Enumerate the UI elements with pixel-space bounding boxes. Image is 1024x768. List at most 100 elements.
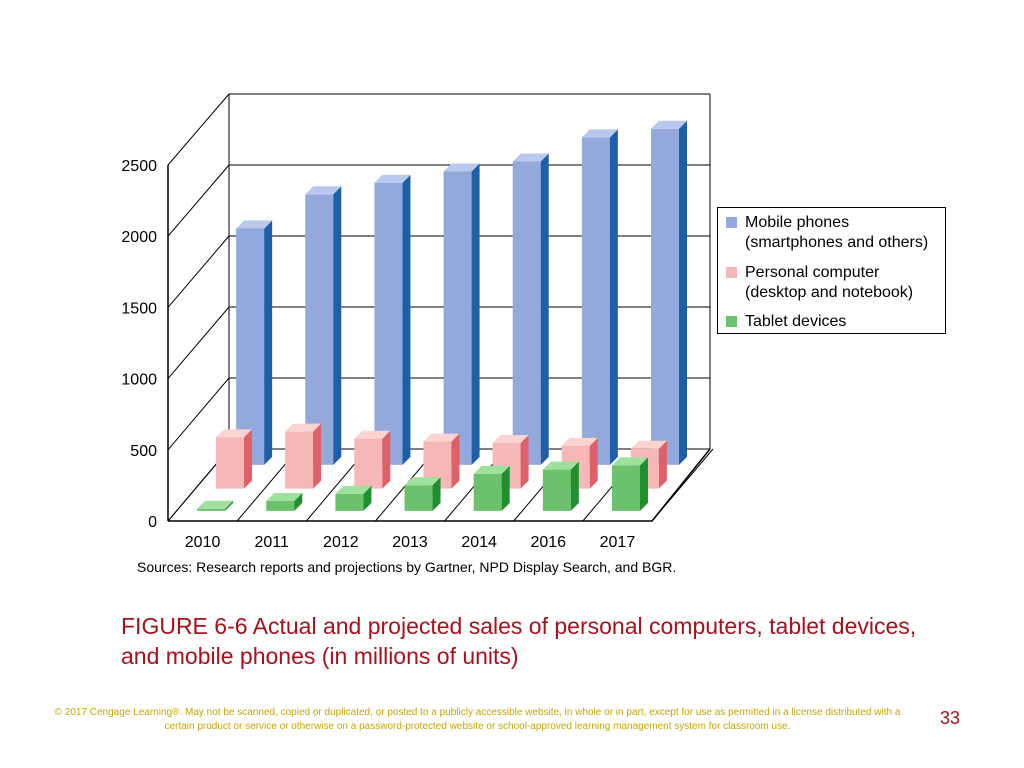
chart-legend: Mobile phones (smartphones and others) P… bbox=[717, 207, 946, 334]
bar-tablet bbox=[266, 492, 303, 511]
bar-mobile-side bbox=[264, 220, 273, 465]
bar-pc-front bbox=[354, 438, 383, 489]
x-tick-label: 2014 bbox=[461, 534, 497, 551]
bar-pc-top bbox=[561, 437, 598, 446]
bar-pc-top bbox=[216, 429, 253, 438]
y-tick-label: 1500 bbox=[121, 300, 157, 317]
page-number: 33 bbox=[940, 708, 961, 728]
bar-tablet bbox=[542, 461, 579, 511]
bar-tablet-front bbox=[542, 469, 571, 511]
bar-tablet-front bbox=[473, 473, 502, 511]
bar-mobile-top bbox=[305, 186, 342, 195]
bar-mobile-side bbox=[679, 120, 688, 465]
bar-pc-side bbox=[520, 435, 529, 489]
bar-mobile-front bbox=[443, 171, 472, 465]
legend-swatch-tablet bbox=[726, 316, 737, 327]
bar-tablet bbox=[335, 485, 372, 511]
bar-mobile-top bbox=[512, 153, 549, 162]
bar-tablet-top bbox=[542, 461, 579, 470]
bar-mobile bbox=[512, 153, 549, 465]
bar-mobile-front bbox=[581, 137, 610, 465]
legend-swatch-mobile bbox=[726, 217, 737, 228]
bar-tablet bbox=[404, 477, 441, 511]
y-axis-ticks: 0 500 1000 1500 2000 2500 bbox=[121, 158, 157, 531]
bar-tablet-top bbox=[404, 477, 441, 486]
bar-mobile-side bbox=[402, 174, 411, 465]
x-tick-label: 2010 bbox=[185, 534, 221, 551]
legend-swatch-pc bbox=[726, 267, 737, 278]
bar-pc bbox=[216, 429, 253, 489]
legend-label-pc-1: Personal computer bbox=[745, 264, 880, 281]
bar-tablet-side bbox=[639, 457, 648, 511]
bar-mobile bbox=[651, 120, 688, 465]
bar-tablet-side bbox=[501, 465, 510, 511]
bar-pc-side bbox=[451, 433, 460, 489]
bar-tablet bbox=[611, 457, 648, 511]
bar-mobile-front bbox=[236, 228, 265, 465]
bar-tablet-side bbox=[225, 500, 234, 511]
figure-caption: FIGURE 6-6 Actual and projected sales of… bbox=[121, 613, 917, 669]
bar-tablet bbox=[197, 500, 234, 511]
y-tick-label: 500 bbox=[130, 443, 157, 460]
bar-tablet-front bbox=[266, 500, 295, 511]
legend-item-tablet: Tablet devices bbox=[726, 312, 846, 332]
bar-mobile bbox=[305, 186, 342, 465]
bar-mobile bbox=[374, 174, 411, 465]
bar-tablet-front bbox=[335, 493, 364, 511]
x-tick-label: 2011 bbox=[255, 534, 290, 551]
legend-label-pc-2: (desktop and notebook) bbox=[745, 284, 914, 301]
x-tick-label: 2013 bbox=[392, 534, 428, 551]
y-tick-label: 2000 bbox=[121, 229, 157, 246]
bar-mobile-top bbox=[236, 220, 273, 229]
y-tick-label: 2500 bbox=[121, 158, 157, 175]
bar-mobile-top bbox=[581, 129, 618, 138]
bar-mobile-top bbox=[443, 163, 480, 172]
bar-tablet-top bbox=[473, 465, 510, 474]
floor-divider bbox=[651, 448, 714, 522]
bar-mobile-front bbox=[374, 182, 403, 465]
x-tick-label: 2012 bbox=[323, 534, 359, 551]
bar-tablet bbox=[473, 465, 510, 511]
sales-chart: 0 500 1000 1500 2000 2500 2010 2011 2012 2013 201… bbox=[121, 93, 714, 551]
bar-pc-side bbox=[244, 429, 253, 489]
bar-pc-side bbox=[313, 423, 322, 489]
bar-pc-top bbox=[423, 433, 460, 442]
bar-mobile-front bbox=[305, 194, 334, 465]
bar-pc-front bbox=[285, 431, 314, 489]
bar-tablet-front bbox=[197, 508, 226, 511]
bar-mobile bbox=[236, 220, 273, 465]
bar-pc-top bbox=[630, 440, 667, 449]
gridline-side bbox=[167, 164, 230, 237]
bar-pc-top bbox=[285, 423, 322, 432]
bar-tablet-top bbox=[335, 485, 372, 494]
y-tick-label: 1000 bbox=[121, 372, 157, 389]
bar-mobile-front bbox=[651, 128, 680, 465]
bar-pc-top bbox=[354, 430, 391, 439]
bar-tablet-side bbox=[432, 477, 441, 511]
copyright-notice: © 2017 Cengage Learning®. May not be sca… bbox=[54, 707, 901, 732]
bar-tablet-side bbox=[363, 485, 372, 511]
bar-pc bbox=[354, 430, 391, 489]
bar-mobile-side bbox=[471, 163, 480, 465]
bar-pc-front bbox=[216, 437, 245, 489]
bar-mobile-side bbox=[540, 153, 549, 465]
bar-tablet-front bbox=[404, 485, 433, 511]
y-tick-label: 0 bbox=[148, 514, 157, 531]
gridline-side bbox=[167, 235, 230, 308]
bar-tablet-top bbox=[197, 500, 234, 509]
x-tick-label: 2016 bbox=[530, 534, 566, 551]
bar-tablet-side bbox=[570, 461, 579, 511]
bar-mobile-side bbox=[609, 129, 618, 465]
bar-mobile-top bbox=[651, 120, 688, 129]
bar-mobile bbox=[443, 163, 480, 465]
legend-item-pc: Personal computer (desktop and notebook) bbox=[726, 263, 913, 303]
legend-item-mobile: Mobile phones (smartphones and others) bbox=[726, 213, 928, 253]
chart-sources: Sources: Research reports and projection… bbox=[137, 559, 677, 575]
x-axis-ticks: 2010 2011 2012 2013 2014 2016 2017 bbox=[185, 534, 636, 551]
bar-tablet-side bbox=[294, 492, 303, 511]
bar-tablet-front bbox=[611, 465, 640, 511]
bar-pc-side bbox=[589, 437, 598, 489]
bar-pc-top bbox=[492, 435, 529, 444]
gridline-side bbox=[167, 306, 230, 379]
legend-label-mobile-1: Mobile phones bbox=[745, 214, 850, 231]
